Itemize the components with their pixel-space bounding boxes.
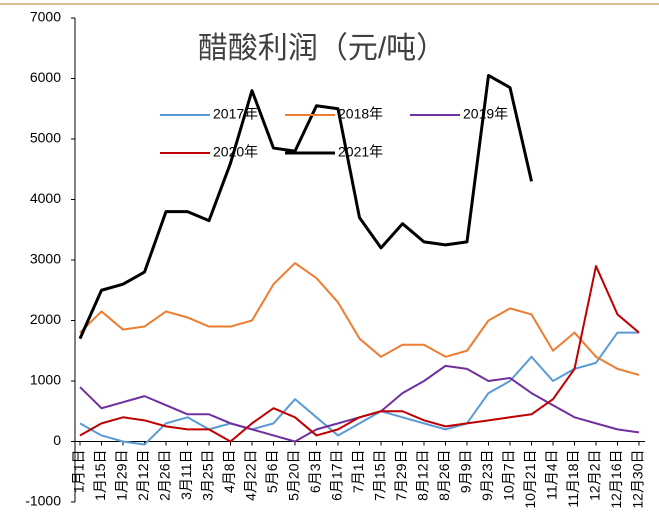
legend-label: 2018年 — [338, 106, 383, 122]
x-tick-label: 3月11日 — [178, 450, 194, 500]
y-tick-label: 6000 — [30, 69, 61, 85]
series-line — [79, 265, 640, 443]
y-tick-label: 5000 — [30, 130, 61, 146]
x-tick-label: 1月1日 — [71, 450, 87, 494]
x-tick-label: 2月12日 — [135, 450, 151, 501]
x-tick-label: 10月7日 — [501, 450, 517, 501]
x-tick-label: 12月2日 — [587, 450, 603, 501]
y-tick-label: 7000 — [30, 9, 61, 25]
x-tick-label: 11月18日 — [565, 450, 581, 508]
x-tick-label: 12月30日 — [630, 450, 646, 509]
y-tick-label: 4000 — [30, 190, 61, 206]
x-tick-label: 4月22日 — [243, 450, 259, 501]
x-tick-label: 9月9日 — [458, 450, 474, 494]
series-line — [79, 331, 639, 446]
x-tick-label: 8月12日 — [415, 450, 431, 501]
x-tick-label: 7月15日 — [372, 450, 388, 501]
y-tick-label: 3000 — [30, 251, 61, 267]
x-tick-label: 5月20日 — [286, 450, 302, 501]
x-tick-label: 1月29日 — [114, 450, 130, 501]
series-line — [78, 73, 533, 340]
y-tick-label: 1000 — [30, 372, 61, 388]
y-tick-label: 2000 — [30, 311, 61, 327]
legend-label: 2017年 — [213, 106, 258, 122]
x-tick-label: 11月4日 — [544, 450, 560, 500]
x-tick-label: 7月29日 — [393, 450, 409, 501]
x-tick-label: 1月15日 — [92, 450, 108, 501]
x-tick-label: 8月26日 — [436, 450, 452, 501]
y-tick-label: 0 — [53, 432, 61, 448]
x-tick-label: 10月21日 — [522, 450, 538, 509]
x-tick-label: 6月17日 — [329, 450, 345, 501]
legend-label: 2021年 — [338, 144, 383, 160]
legend-label: 2020年 — [213, 144, 258, 160]
y-tick-label: -1000 — [25, 493, 61, 509]
series-line — [79, 364, 640, 443]
x-tick-label: 5月6日 — [264, 450, 280, 494]
x-tick-label: 2月26日 — [157, 450, 173, 501]
legend-label: 2019年 — [463, 106, 508, 122]
x-tick-label: 12月16日 — [608, 450, 624, 509]
chart-title: 醋酸利润（元/吨） — [198, 32, 446, 65]
x-tick-label: 7月1日 — [350, 450, 366, 494]
x-tick-label: 9月23日 — [479, 450, 495, 501]
x-tick-label: 3月25日 — [200, 450, 216, 501]
series-line — [79, 262, 640, 376]
x-tick-label: 6月3日 — [307, 450, 323, 494]
x-tick-label: 4月8日 — [221, 450, 237, 494]
